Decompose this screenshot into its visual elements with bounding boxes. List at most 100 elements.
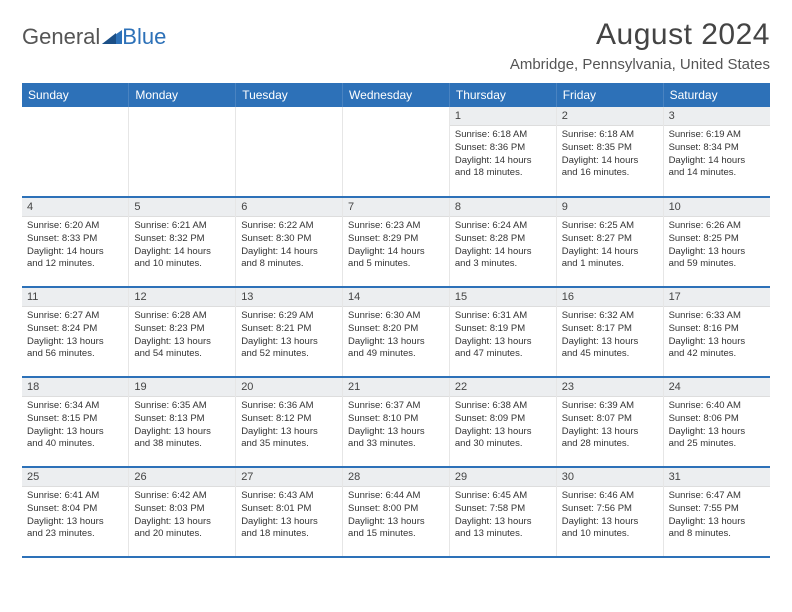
- day-details: Sunrise: 6:31 AMSunset: 8:19 PMDaylight:…: [450, 307, 556, 365]
- calendar-week-row: 4Sunrise: 6:20 AMSunset: 8:33 PMDaylight…: [22, 197, 770, 287]
- weekday-header: Saturday: [663, 83, 770, 107]
- day-number: 28: [343, 468, 449, 487]
- logo-triangle-icon: [102, 24, 122, 50]
- day-details: Sunrise: 6:25 AMSunset: 8:27 PMDaylight:…: [557, 217, 663, 275]
- day-details: Sunrise: 6:29 AMSunset: 8:21 PMDaylight:…: [236, 307, 342, 365]
- day-number: 8: [450, 198, 556, 217]
- calendar-day-cell: 17Sunrise: 6:33 AMSunset: 8:16 PMDayligh…: [663, 287, 770, 377]
- day-details: Sunrise: 6:38 AMSunset: 8:09 PMDaylight:…: [450, 397, 556, 455]
- day-number: 27: [236, 468, 342, 487]
- day-number: 24: [664, 378, 770, 397]
- day-number: 4: [22, 198, 128, 217]
- weekday-header: Thursday: [449, 83, 556, 107]
- weekday-header: Friday: [556, 83, 663, 107]
- day-details: Sunrise: 6:18 AMSunset: 8:36 PMDaylight:…: [450, 126, 556, 184]
- calendar-head: SundayMondayTuesdayWednesdayThursdayFrid…: [22, 83, 770, 107]
- day-number: 7: [343, 198, 449, 217]
- calendar-day-cell: 8Sunrise: 6:24 AMSunset: 8:28 PMDaylight…: [449, 197, 556, 287]
- calendar-table: SundayMondayTuesdayWednesdayThursdayFrid…: [22, 83, 770, 558]
- day-details: Sunrise: 6:27 AMSunset: 8:24 PMDaylight:…: [22, 307, 128, 365]
- day-details: Sunrise: 6:33 AMSunset: 8:16 PMDaylight:…: [664, 307, 770, 365]
- day-number: 23: [557, 378, 663, 397]
- day-details: Sunrise: 6:26 AMSunset: 8:25 PMDaylight:…: [664, 217, 770, 275]
- day-details: Sunrise: 6:28 AMSunset: 8:23 PMDaylight:…: [129, 307, 235, 365]
- day-number: 30: [557, 468, 663, 487]
- location-text: Ambridge, Pennsylvania, United States: [510, 56, 770, 73]
- day-number: 29: [450, 468, 556, 487]
- day-number: 25: [22, 468, 128, 487]
- calendar-day-cell: 31Sunrise: 6:47 AMSunset: 7:55 PMDayligh…: [663, 467, 770, 557]
- calendar-day-cell: 26Sunrise: 6:42 AMSunset: 8:03 PMDayligh…: [129, 467, 236, 557]
- calendar-day-cell: 24Sunrise: 6:40 AMSunset: 8:06 PMDayligh…: [663, 377, 770, 467]
- calendar-day-cell: 14Sunrise: 6:30 AMSunset: 8:20 PMDayligh…: [343, 287, 450, 377]
- calendar-empty-cell: [343, 107, 450, 197]
- day-number: 13: [236, 288, 342, 307]
- weekday-header: Tuesday: [236, 83, 343, 107]
- calendar-day-cell: 20Sunrise: 6:36 AMSunset: 8:12 PMDayligh…: [236, 377, 343, 467]
- day-number: 22: [450, 378, 556, 397]
- calendar-page: General Blue August 2024 Ambridge, Penns…: [0, 0, 792, 568]
- calendar-day-cell: 19Sunrise: 6:35 AMSunset: 8:13 PMDayligh…: [129, 377, 236, 467]
- day-details: Sunrise: 6:41 AMSunset: 8:04 PMDaylight:…: [22, 487, 128, 545]
- calendar-week-row: 18Sunrise: 6:34 AMSunset: 8:15 PMDayligh…: [22, 377, 770, 467]
- calendar-empty-cell: [236, 107, 343, 197]
- day-details: Sunrise: 6:21 AMSunset: 8:32 PMDaylight:…: [129, 217, 235, 275]
- calendar-day-cell: 12Sunrise: 6:28 AMSunset: 8:23 PMDayligh…: [129, 287, 236, 377]
- day-details: Sunrise: 6:35 AMSunset: 8:13 PMDaylight:…: [129, 397, 235, 455]
- calendar-day-cell: 16Sunrise: 6:32 AMSunset: 8:17 PMDayligh…: [556, 287, 663, 377]
- title-block: August 2024 Ambridge, Pennsylvania, Unit…: [510, 18, 770, 73]
- day-details: Sunrise: 6:45 AMSunset: 7:58 PMDaylight:…: [450, 487, 556, 545]
- day-details: Sunrise: 6:40 AMSunset: 8:06 PMDaylight:…: [664, 397, 770, 455]
- day-number: 20: [236, 378, 342, 397]
- day-details: Sunrise: 6:42 AMSunset: 8:03 PMDaylight:…: [129, 487, 235, 545]
- calendar-day-cell: 25Sunrise: 6:41 AMSunset: 8:04 PMDayligh…: [22, 467, 129, 557]
- calendar-day-cell: 18Sunrise: 6:34 AMSunset: 8:15 PMDayligh…: [22, 377, 129, 467]
- day-details: Sunrise: 6:47 AMSunset: 7:55 PMDaylight:…: [664, 487, 770, 545]
- day-details: Sunrise: 6:32 AMSunset: 8:17 PMDaylight:…: [557, 307, 663, 365]
- calendar-day-cell: 21Sunrise: 6:37 AMSunset: 8:10 PMDayligh…: [343, 377, 450, 467]
- calendar-day-cell: 7Sunrise: 6:23 AMSunset: 8:29 PMDaylight…: [343, 197, 450, 287]
- calendar-day-cell: 2Sunrise: 6:18 AMSunset: 8:35 PMDaylight…: [556, 107, 663, 197]
- calendar-day-cell: 28Sunrise: 6:44 AMSunset: 8:00 PMDayligh…: [343, 467, 450, 557]
- day-details: Sunrise: 6:24 AMSunset: 8:28 PMDaylight:…: [450, 217, 556, 275]
- calendar-day-cell: 23Sunrise: 6:39 AMSunset: 8:07 PMDayligh…: [556, 377, 663, 467]
- day-details: Sunrise: 6:39 AMSunset: 8:07 PMDaylight:…: [557, 397, 663, 455]
- day-number: 6: [236, 198, 342, 217]
- weekday-header: Wednesday: [343, 83, 450, 107]
- day-details: Sunrise: 6:19 AMSunset: 8:34 PMDaylight:…: [664, 126, 770, 184]
- weekday-header: Monday: [129, 83, 236, 107]
- day-number: 10: [664, 198, 770, 217]
- day-details: Sunrise: 6:43 AMSunset: 8:01 PMDaylight:…: [236, 487, 342, 545]
- calendar-week-row: 25Sunrise: 6:41 AMSunset: 8:04 PMDayligh…: [22, 467, 770, 557]
- calendar-day-cell: 10Sunrise: 6:26 AMSunset: 8:25 PMDayligh…: [663, 197, 770, 287]
- day-number: 19: [129, 378, 235, 397]
- day-number: 5: [129, 198, 235, 217]
- day-details: Sunrise: 6:46 AMSunset: 7:56 PMDaylight:…: [557, 487, 663, 545]
- day-details: Sunrise: 6:44 AMSunset: 8:00 PMDaylight:…: [343, 487, 449, 545]
- day-details: Sunrise: 6:23 AMSunset: 8:29 PMDaylight:…: [343, 217, 449, 275]
- brand-part2: Blue: [122, 24, 166, 50]
- day-number: 17: [664, 288, 770, 307]
- day-number: 1: [450, 107, 556, 126]
- calendar-empty-cell: [22, 107, 129, 197]
- day-number: 14: [343, 288, 449, 307]
- calendar-body: 1Sunrise: 6:18 AMSunset: 8:36 PMDaylight…: [22, 107, 770, 557]
- calendar-day-cell: 15Sunrise: 6:31 AMSunset: 8:19 PMDayligh…: [449, 287, 556, 377]
- day-number: 26: [129, 468, 235, 487]
- calendar-empty-cell: [129, 107, 236, 197]
- day-details: Sunrise: 6:22 AMSunset: 8:30 PMDaylight:…: [236, 217, 342, 275]
- day-details: Sunrise: 6:18 AMSunset: 8:35 PMDaylight:…: [557, 126, 663, 184]
- calendar-day-cell: 27Sunrise: 6:43 AMSunset: 8:01 PMDayligh…: [236, 467, 343, 557]
- day-number: 21: [343, 378, 449, 397]
- calendar-day-cell: 1Sunrise: 6:18 AMSunset: 8:36 PMDaylight…: [449, 107, 556, 197]
- calendar-day-cell: 9Sunrise: 6:25 AMSunset: 8:27 PMDaylight…: [556, 197, 663, 287]
- day-number: 18: [22, 378, 128, 397]
- calendar-week-row: 11Sunrise: 6:27 AMSunset: 8:24 PMDayligh…: [22, 287, 770, 377]
- weekday-header: Sunday: [22, 83, 129, 107]
- calendar-day-cell: 30Sunrise: 6:46 AMSunset: 7:56 PMDayligh…: [556, 467, 663, 557]
- calendar-day-cell: 4Sunrise: 6:20 AMSunset: 8:33 PMDaylight…: [22, 197, 129, 287]
- day-details: Sunrise: 6:34 AMSunset: 8:15 PMDaylight:…: [22, 397, 128, 455]
- month-title: August 2024: [510, 18, 770, 52]
- calendar-day-cell: 5Sunrise: 6:21 AMSunset: 8:32 PMDaylight…: [129, 197, 236, 287]
- day-number: 11: [22, 288, 128, 307]
